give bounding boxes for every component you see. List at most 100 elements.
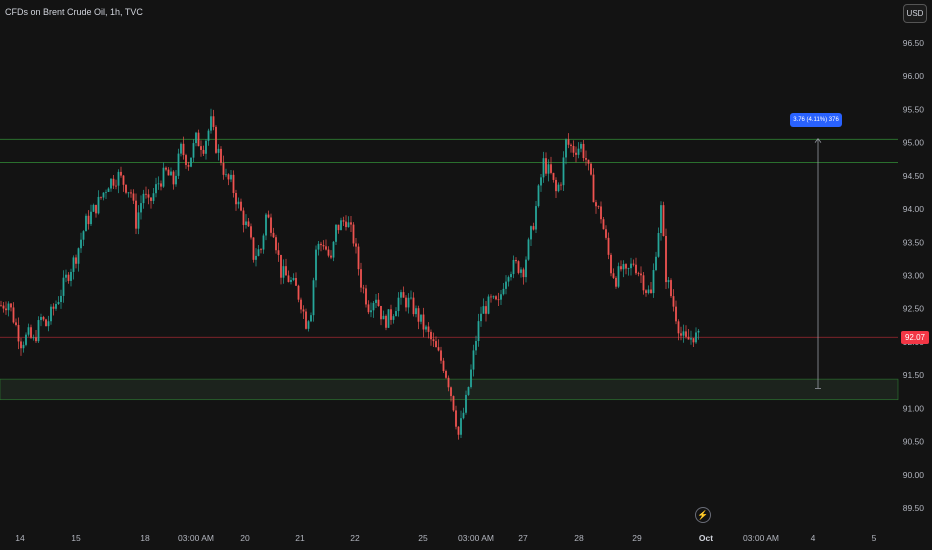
candle-body bbox=[587, 159, 590, 164]
candle-body bbox=[385, 315, 387, 328]
candle-body bbox=[467, 387, 470, 395]
candle-body bbox=[520, 269, 522, 273]
candle-body bbox=[492, 296, 495, 298]
candle-body bbox=[600, 206, 602, 220]
time-tick-label: 29 bbox=[632, 533, 642, 543]
candle-body bbox=[665, 235, 667, 283]
candle-body bbox=[432, 339, 435, 342]
candle-body bbox=[405, 297, 407, 308]
candle-body bbox=[182, 143, 185, 156]
candle-body bbox=[47, 321, 50, 327]
time-tick-label: 03:00 AM bbox=[178, 533, 214, 543]
candle-body bbox=[95, 204, 97, 214]
candle-body bbox=[642, 275, 645, 291]
candle-body bbox=[167, 169, 170, 176]
candle-body bbox=[305, 311, 307, 329]
lightning-icon[interactable]: ⚡ bbox=[695, 507, 711, 523]
candle-body bbox=[50, 306, 52, 322]
candle-body bbox=[302, 309, 305, 312]
candle-body bbox=[482, 306, 485, 314]
candle-body bbox=[70, 271, 72, 281]
candle-body bbox=[685, 331, 687, 337]
candle-body bbox=[585, 158, 587, 160]
candle-body bbox=[325, 246, 327, 250]
measure-tool[interactable] bbox=[814, 137, 822, 389]
candle-body bbox=[347, 222, 350, 228]
candle-body bbox=[192, 143, 195, 158]
candle-body bbox=[65, 274, 67, 278]
candle-body bbox=[345, 221, 347, 228]
time-axis[interactable]: 14 15 18 03:00 AM 20 21 22 25 03:00 AM 27 28 29 Oct 0… bbox=[15, 533, 876, 543]
candle-body bbox=[285, 266, 287, 276]
candle-body bbox=[137, 212, 140, 229]
candle-body bbox=[97, 196, 100, 214]
candle-body bbox=[5, 308, 7, 311]
candle-body bbox=[495, 296, 497, 300]
candle-body bbox=[130, 192, 132, 194]
candle-body bbox=[570, 144, 572, 146]
candle-body bbox=[605, 229, 607, 238]
currency-button[interactable]: USD bbox=[903, 4, 927, 23]
candle-body bbox=[62, 277, 65, 296]
candle-body bbox=[397, 297, 400, 312]
candle-body bbox=[145, 193, 147, 195]
candle-body bbox=[592, 174, 595, 203]
candle-body bbox=[545, 158, 547, 174]
candle-body bbox=[517, 261, 520, 273]
candle-body bbox=[500, 294, 502, 300]
candle-body bbox=[127, 192, 130, 194]
time-tick-label: 25 bbox=[418, 533, 428, 543]
candle-body bbox=[462, 412, 465, 419]
candle-body bbox=[625, 264, 627, 269]
candle-body bbox=[595, 202, 597, 207]
candle-body bbox=[102, 192, 105, 198]
candle-body bbox=[387, 309, 390, 328]
candle-body bbox=[20, 341, 22, 349]
candle-body bbox=[480, 313, 482, 322]
candle-body bbox=[610, 254, 612, 274]
candle-body bbox=[77, 248, 80, 264]
candle-body bbox=[630, 263, 632, 269]
candle-body bbox=[580, 143, 582, 149]
candle-body bbox=[377, 299, 380, 307]
candle-body bbox=[252, 237, 255, 260]
candle-body bbox=[262, 235, 265, 250]
candle-body bbox=[357, 246, 360, 270]
price-tick-label: 90.50 bbox=[903, 437, 925, 447]
candle-body bbox=[455, 410, 457, 427]
candle-body bbox=[317, 243, 320, 250]
candle-body bbox=[465, 394, 467, 413]
candle-body bbox=[32, 337, 35, 339]
candle-body bbox=[420, 314, 422, 322]
candle-body bbox=[567, 139, 570, 145]
candle-body bbox=[677, 321, 680, 334]
candle-body bbox=[382, 315, 385, 320]
candle-body bbox=[245, 221, 247, 225]
candle-body bbox=[555, 179, 557, 192]
price-axis[interactable]: 96.50 96.00 95.50 95.00 94.50 94.00 93.50 93.00… bbox=[903, 38, 925, 513]
candle-body bbox=[122, 175, 125, 185]
candle-body bbox=[660, 205, 662, 234]
price-tick-label: 96.50 bbox=[903, 38, 925, 48]
candle-body bbox=[430, 331, 432, 340]
candle-body bbox=[695, 332, 697, 343]
price-tick-label: 91.00 bbox=[903, 403, 925, 413]
candle-body bbox=[632, 263, 635, 265]
candle-body bbox=[237, 201, 240, 205]
candle-body bbox=[72, 257, 75, 272]
candle-body bbox=[355, 243, 357, 247]
candle-body bbox=[650, 289, 652, 294]
candle-body bbox=[295, 278, 297, 286]
time-tick-label: 21 bbox=[295, 533, 305, 543]
candle-body bbox=[365, 288, 367, 305]
candle-body bbox=[572, 145, 575, 153]
candle-body bbox=[575, 152, 577, 155]
candle-body bbox=[0, 305, 2, 307]
candle-body bbox=[502, 288, 505, 295]
candle-body bbox=[282, 266, 285, 278]
candle-body bbox=[460, 418, 462, 435]
candle-body bbox=[180, 143, 182, 154]
candle-body bbox=[690, 338, 692, 340]
candle-body bbox=[45, 319, 47, 327]
